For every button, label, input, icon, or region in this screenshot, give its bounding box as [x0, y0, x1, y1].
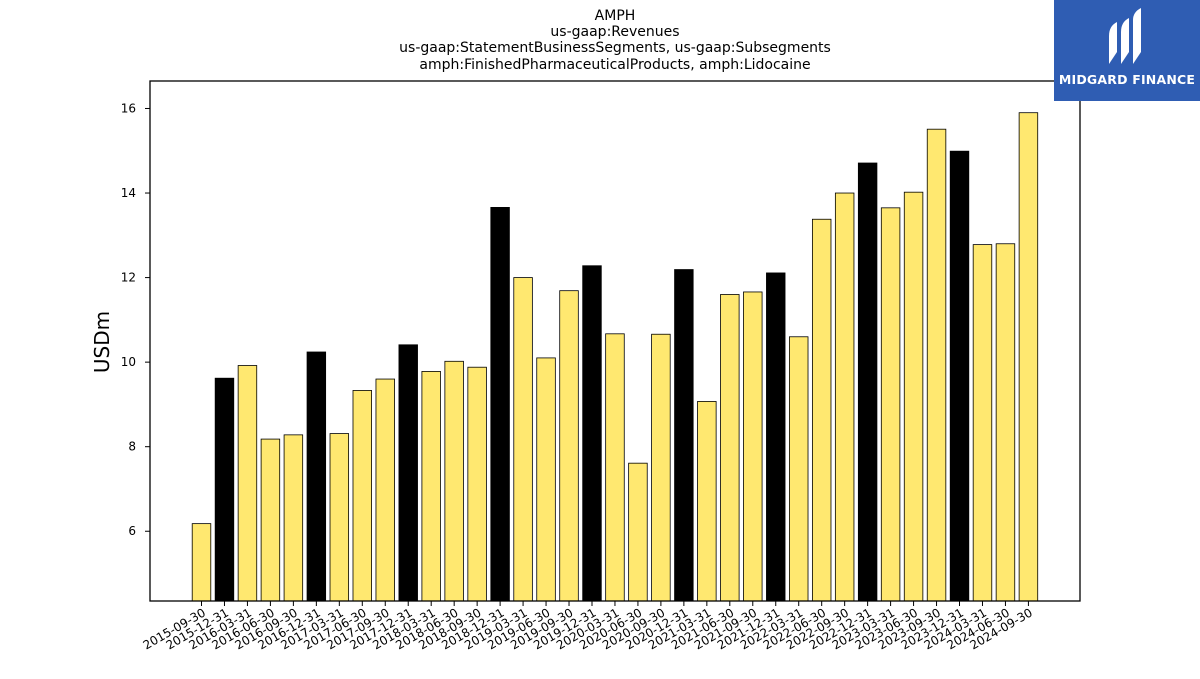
bar-2019-12-31: [582, 265, 602, 602]
title-line: amph:FinishedPharmaceuticalProducts, amp…: [419, 57, 810, 73]
bar-2022-06-30: [811, 218, 832, 602]
title-line: us-gaap:Revenues: [550, 24, 679, 40]
bar-2017-03-31: [329, 433, 350, 602]
bar-2020-12-31: [674, 269, 694, 602]
bar-2022-12-31: [857, 162, 878, 602]
y-tick-label: 16: [121, 101, 136, 115]
bar-2023-12-31: [949, 150, 970, 602]
bar-2020-09-30: [651, 333, 671, 602]
bar-2020-03-31: [605, 333, 625, 602]
bar-2016-06-30: [260, 438, 281, 602]
bar-2018-12-31: [490, 207, 510, 602]
plot-frame: [149, 80, 1081, 602]
y-tick-label: 8: [128, 440, 136, 454]
bars-group: [191, 112, 1039, 602]
bar-2018-09-30: [467, 366, 487, 602]
bar-2023-03-31: [880, 207, 901, 602]
bar-2015-12-31: [214, 377, 235, 602]
bar-2023-09-30: [926, 128, 947, 602]
bar-2019-09-30: [559, 290, 579, 602]
bar-2016-09-30: [283, 434, 304, 602]
bar-2020-06-30: [628, 462, 648, 602]
title-line: us-gaap:StatementBusinessSegments, us-ga…: [399, 40, 831, 56]
bar-2018-03-31: [421, 371, 441, 602]
bar-2021-06-30: [720, 294, 740, 602]
bar-2024-09-30: [1018, 112, 1039, 602]
bar-2021-03-31: [697, 401, 717, 602]
bar-2016-03-31: [237, 365, 258, 602]
bar-2017-09-30: [375, 378, 395, 602]
bar-2017-12-31: [398, 344, 418, 602]
bar-2022-09-30: [834, 192, 855, 602]
brand-name: MIDGARD FINANCE: [1058, 72, 1196, 87]
bar-2018-06-30: [444, 360, 464, 602]
y-tick-label: 12: [121, 271, 136, 285]
bar-2021-09-30: [743, 291, 763, 602]
bar-2015-09-30: [191, 523, 212, 602]
midgard-logo-icon: [1109, 8, 1141, 64]
bar-2024-03-31: [972, 244, 993, 602]
bar-2024-06-30: [995, 243, 1016, 602]
bar-2022-03-31: [789, 336, 809, 602]
brand-logo: MIDGARD FINANCE: [1054, 0, 1200, 101]
bar-2019-03-31: [513, 277, 533, 602]
chart-title: AMPH us-gaap:Revenues us-gaap:StatementB…: [399, 8, 831, 73]
bar-2023-06-30: [903, 191, 924, 602]
y-axis-label: USDm: [90, 311, 114, 373]
y-tick-label: 10: [121, 355, 136, 369]
bar-2017-06-30: [352, 390, 372, 602]
y-axis: 6 8 10 12 14 16: [121, 101, 150, 538]
y-tick-label: 6: [128, 524, 136, 538]
x-axis: 2015-09-302015-12-312016-03-312016-06-30…: [141, 601, 1035, 652]
y-tick-label: 14: [121, 186, 136, 200]
bar-2021-12-31: [766, 272, 786, 602]
title-line: AMPH: [595, 8, 636, 24]
bar-2016-12-31: [306, 351, 327, 602]
bar-2019-06-30: [536, 357, 556, 602]
